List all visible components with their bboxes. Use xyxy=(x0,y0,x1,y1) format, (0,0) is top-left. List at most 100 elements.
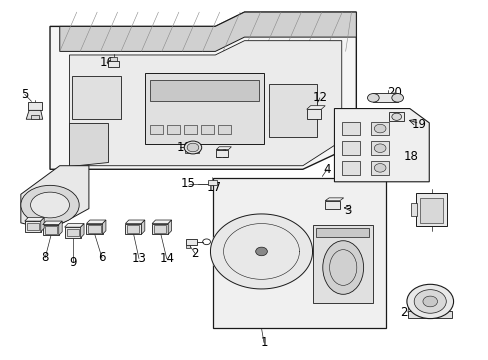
Bar xyxy=(27,222,39,230)
Bar xyxy=(325,201,339,208)
Ellipse shape xyxy=(373,144,385,153)
Text: 14: 14 xyxy=(159,252,174,265)
Bar xyxy=(341,122,360,135)
Polygon shape xyxy=(69,41,341,166)
Bar xyxy=(216,150,228,157)
Ellipse shape xyxy=(373,124,385,133)
Bar xyxy=(370,122,388,135)
Text: 19: 19 xyxy=(411,118,426,131)
Ellipse shape xyxy=(21,185,79,225)
Polygon shape xyxy=(59,221,62,235)
Ellipse shape xyxy=(322,241,363,294)
Bar xyxy=(207,180,216,185)
Ellipse shape xyxy=(255,247,267,256)
Text: 18: 18 xyxy=(403,150,417,163)
Polygon shape xyxy=(69,123,108,166)
Polygon shape xyxy=(102,220,106,234)
Ellipse shape xyxy=(373,163,385,172)
Polygon shape xyxy=(41,217,44,232)
Bar xyxy=(201,125,214,134)
Ellipse shape xyxy=(367,94,378,102)
Bar xyxy=(217,125,231,134)
Text: 20: 20 xyxy=(386,86,401,99)
Polygon shape xyxy=(64,224,84,227)
Bar xyxy=(152,224,168,234)
Polygon shape xyxy=(325,198,343,201)
Bar xyxy=(388,112,403,121)
Text: 12: 12 xyxy=(312,91,326,104)
Text: 1: 1 xyxy=(260,336,267,349)
Bar xyxy=(372,93,397,102)
Bar xyxy=(341,141,360,155)
Text: 16: 16 xyxy=(99,55,114,69)
Polygon shape xyxy=(152,220,171,224)
Ellipse shape xyxy=(391,94,403,102)
Bar xyxy=(110,57,117,61)
Polygon shape xyxy=(306,106,325,109)
Bar xyxy=(66,229,79,237)
Text: 13: 13 xyxy=(131,252,146,265)
Text: 11: 11 xyxy=(215,148,230,162)
Bar xyxy=(108,61,119,67)
Ellipse shape xyxy=(30,192,69,218)
Bar xyxy=(306,109,321,119)
Bar xyxy=(407,311,451,318)
Polygon shape xyxy=(141,220,144,234)
Bar xyxy=(370,161,388,175)
Text: 4: 4 xyxy=(323,163,330,176)
Bar xyxy=(42,225,59,235)
Bar xyxy=(28,103,41,111)
Bar xyxy=(125,224,141,234)
Text: 9: 9 xyxy=(69,256,77,269)
Bar xyxy=(149,80,259,102)
Bar xyxy=(166,125,180,134)
Text: 21: 21 xyxy=(423,193,438,206)
Polygon shape xyxy=(216,147,231,150)
Text: 10: 10 xyxy=(176,141,191,154)
Text: 17: 17 xyxy=(206,181,221,194)
Bar xyxy=(185,149,199,153)
Bar xyxy=(149,125,163,134)
Bar xyxy=(88,225,101,233)
Bar xyxy=(186,239,197,245)
Bar xyxy=(127,225,139,233)
Bar xyxy=(154,225,166,233)
Text: 15: 15 xyxy=(181,177,196,190)
Bar xyxy=(44,226,57,234)
Text: 6: 6 xyxy=(98,251,105,264)
Bar xyxy=(316,228,368,237)
Ellipse shape xyxy=(422,296,437,307)
Polygon shape xyxy=(86,220,106,224)
Bar xyxy=(64,227,81,238)
Ellipse shape xyxy=(413,290,446,313)
Polygon shape xyxy=(25,217,44,221)
Polygon shape xyxy=(81,224,84,238)
Bar xyxy=(415,193,447,226)
Polygon shape xyxy=(210,214,312,289)
Bar xyxy=(72,76,120,119)
Text: 22: 22 xyxy=(400,306,414,319)
Polygon shape xyxy=(334,109,428,182)
Text: 5: 5 xyxy=(21,88,28,101)
Bar xyxy=(25,221,41,232)
Polygon shape xyxy=(168,220,171,234)
Ellipse shape xyxy=(184,141,201,154)
Bar xyxy=(419,198,442,223)
Polygon shape xyxy=(60,12,356,51)
Ellipse shape xyxy=(406,284,453,319)
Bar xyxy=(30,115,39,119)
Bar xyxy=(410,203,416,216)
Ellipse shape xyxy=(187,143,199,152)
Bar xyxy=(183,125,197,134)
Text: 8: 8 xyxy=(41,251,49,264)
Text: 3: 3 xyxy=(344,203,351,216)
Polygon shape xyxy=(21,166,89,230)
Text: 7: 7 xyxy=(24,221,32,234)
Bar xyxy=(370,141,388,155)
Bar xyxy=(212,178,385,328)
Bar xyxy=(341,161,360,175)
Bar xyxy=(86,224,102,234)
Polygon shape xyxy=(125,220,144,224)
Bar xyxy=(144,73,264,144)
Ellipse shape xyxy=(391,113,401,120)
